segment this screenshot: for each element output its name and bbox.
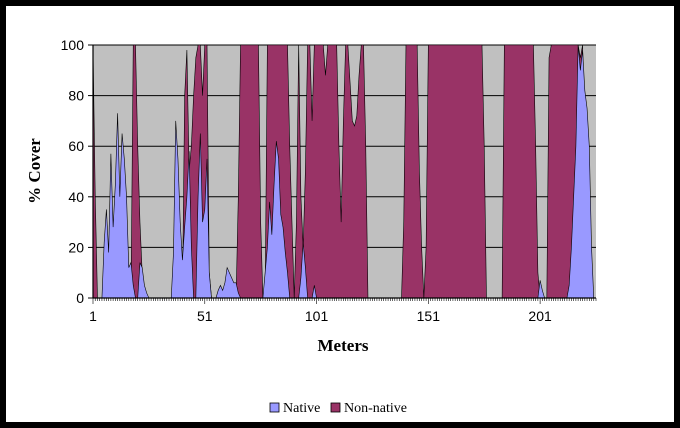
legend: Native Non-native	[269, 401, 407, 416]
legend-swatch-non-native	[330, 402, 341, 413]
x-tick-label: 201	[528, 308, 552, 324]
axes	[88, 44, 597, 304]
series-area-non-native	[92, 44, 590, 299]
x-tick-label: 1	[89, 308, 97, 324]
y-tick-label: 80	[68, 88, 84, 104]
y-axis-title: % Cover	[25, 138, 44, 204]
legend-label-native: Native	[283, 401, 320, 416]
x-tick-label: 151	[417, 308, 441, 324]
x-tick-label: 51	[197, 308, 213, 324]
y-tick-label: 40	[68, 189, 84, 205]
x-tick-label: 101	[305, 308, 329, 324]
series-area-native	[93, 44, 595, 299]
y-tick-label: 20	[68, 239, 84, 255]
legend-swatch-native	[269, 402, 280, 413]
legend-label-non-native: Non-native	[344, 401, 407, 416]
y-tick-label: 60	[68, 138, 84, 154]
x-axis-title: Meters	[318, 336, 369, 355]
y-tick-label: 0	[76, 290, 84, 306]
y-tick-label: 100	[61, 37, 85, 53]
series-layer	[92, 44, 595, 299]
